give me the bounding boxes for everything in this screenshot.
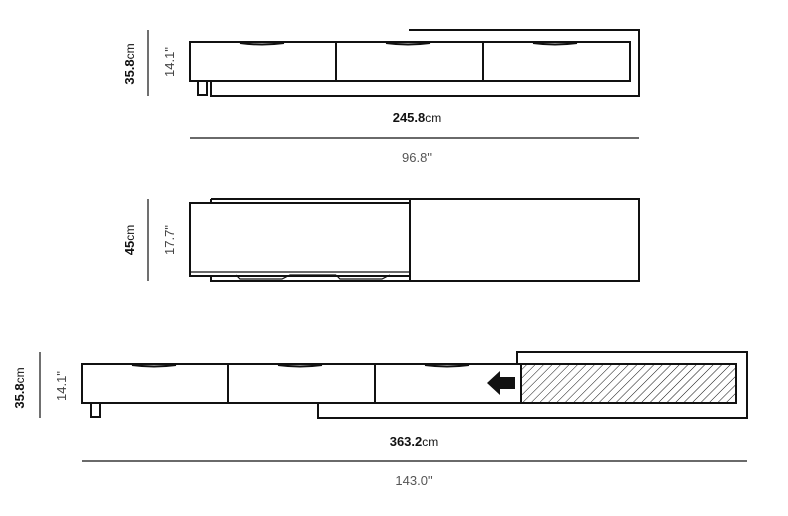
handle-profile	[335, 274, 391, 280]
top-view: 45cm 17.7"	[122, 198, 640, 282]
height-cm-label-extended: 35.8cm	[12, 367, 27, 408]
rear-frame	[210, 29, 640, 97]
width-inch-label: 96.8"	[402, 150, 432, 165]
drawer-handle	[424, 364, 470, 368]
front-cabinet-top	[189, 202, 411, 277]
drawer-handle	[131, 364, 177, 368]
depth-inch-label: 17.7"	[162, 225, 177, 255]
height-inch-label-extended: 14.1"	[54, 371, 69, 401]
width-cm-label: 245.8cm	[393, 110, 442, 125]
drawer-handle	[385, 42, 431, 46]
drawer-handle	[277, 364, 323, 368]
height-cm-label: 35.8cm	[122, 43, 137, 84]
front-cabinet-extended	[81, 363, 522, 404]
extension-hatch-area	[520, 363, 737, 404]
depth-cm-label: 45cm	[122, 225, 137, 255]
front-cabinet	[189, 41, 631, 82]
front-extended-view: 35.8cm 14.1" 363.2cm 143.0"	[12, 351, 748, 488]
arrow-left-icon	[487, 371, 515, 395]
drawer-handle	[239, 42, 285, 46]
width-inch-label-extended: 143.0"	[395, 473, 433, 488]
rear-frame-extended	[317, 351, 748, 419]
width-cm-label-extended: 363.2cm	[390, 434, 439, 449]
handle-profile	[235, 274, 336, 280]
rear-panel-top	[210, 198, 640, 282]
height-inch-label: 14.1"	[162, 47, 177, 77]
cabinet-leg	[197, 80, 208, 96]
front-closed-view: 35.8cm 14.1" 245.8cm 96.8"	[122, 29, 640, 165]
drawer-handle	[532, 42, 578, 46]
cabinet-leg	[90, 402, 101, 418]
